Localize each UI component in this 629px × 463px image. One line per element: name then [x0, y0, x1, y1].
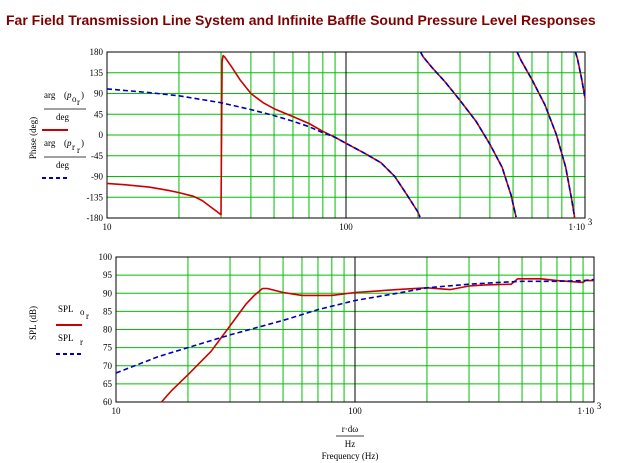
- series-line-blue: [574, 51, 586, 99]
- plot-frame: [115, 256, 595, 403]
- legend-den-label: deg: [56, 160, 69, 170]
- legend-paren-open: (: [64, 90, 67, 100]
- x-tick-label: 1·10: [578, 406, 595, 416]
- y-tick-label: 180: [90, 47, 104, 57]
- x-axis-denominator: Hz: [345, 439, 356, 449]
- x-tick-label: 1·10: [569, 222, 586, 232]
- y-tick-label: -135: [87, 192, 104, 202]
- legend-entry-spl-open: SPL o r: [56, 304, 89, 326]
- legend-entry-spl-closed: SPL r: [56, 333, 83, 355]
- y-tick-label: 95: [103, 270, 113, 280]
- phase-legend: arg ( p o r ) deg arg ( p r r ) deg: [42, 90, 86, 179]
- legend-spl-label: SPL: [58, 304, 74, 314]
- y-tick-label: 75: [103, 343, 113, 353]
- y-tick-label: 135: [90, 68, 104, 78]
- legend-subsub-label: r: [77, 97, 80, 107]
- phase-y-axis-label: Phase (deg): [28, 117, 38, 159]
- legend-den-label: deg: [56, 112, 69, 122]
- legend-subsub-label: r: [77, 145, 80, 155]
- legend-p-label: p: [66, 138, 72, 148]
- x-tick-label: 10: [112, 406, 122, 416]
- y-tick-label: 45: [94, 109, 104, 119]
- legend-paren-close: ): [81, 138, 84, 148]
- series-line-blue: [115, 278, 595, 374]
- y-tick-label: 90: [103, 288, 113, 298]
- plot-frame: [106, 51, 586, 219]
- x-tick-label: 100: [339, 222, 353, 232]
- legend-paren-close: ): [81, 90, 84, 100]
- legend-spl-sub: o: [80, 307, 85, 317]
- y-tick-label: -180: [87, 213, 104, 223]
- x-axis-numerator: r·dω: [342, 424, 358, 434]
- legend-entry-phase-closed: arg ( p r r ) deg: [42, 138, 86, 179]
- x-tick-exponent: 3: [588, 217, 593, 227]
- series-line-red: [160, 278, 594, 403]
- legend-arg-label: arg: [44, 138, 56, 148]
- y-tick-label: 70: [103, 361, 113, 371]
- legend-p-label: p: [66, 90, 72, 100]
- y-tick-label: 65: [103, 379, 113, 389]
- y-tick-label: 85: [103, 306, 113, 316]
- legend-arg-label: arg: [44, 90, 56, 100]
- legend-sub-label: o: [72, 94, 77, 104]
- y-tick-label: 0: [99, 130, 104, 140]
- legend-paren-open: (: [64, 138, 67, 148]
- chart-title: Far Field Transmission Line System and I…: [6, 12, 596, 28]
- y-tick-label: -90: [91, 172, 103, 182]
- legend-spl-label: SPL: [58, 333, 74, 343]
- y-tick-label: 90: [94, 89, 104, 99]
- legend-spl-sub: r: [80, 337, 83, 347]
- spl-y-axis-label: SPL (dB): [28, 306, 38, 340]
- legend-sub-label: r: [72, 142, 75, 152]
- x-axis-title: Frequency (Hz): [322, 451, 379, 461]
- y-tick-label: 100: [99, 252, 113, 262]
- x-tick-label: 100: [348, 406, 362, 416]
- y-tick-label: 80: [103, 325, 113, 335]
- legend-entry-phase-open: arg ( p o r ) deg: [42, 90, 86, 131]
- series-line-blue: [106, 88, 421, 218]
- spl-x-axis-label: r·dω Hz Frequency (Hz): [322, 424, 379, 461]
- x-tick-exponent: 3: [597, 401, 602, 411]
- series-line-red: [106, 54, 421, 218]
- series-line-blue: [516, 51, 576, 218]
- legend-spl-subsub: r: [86, 311, 89, 321]
- series-line-blue: [419, 51, 517, 218]
- y-tick-label: 60: [103, 397, 113, 407]
- spl-legend: SPL o r SPL r: [56, 304, 89, 355]
- y-tick-label: -45: [91, 151, 103, 161]
- x-tick-label: 10: [103, 222, 113, 232]
